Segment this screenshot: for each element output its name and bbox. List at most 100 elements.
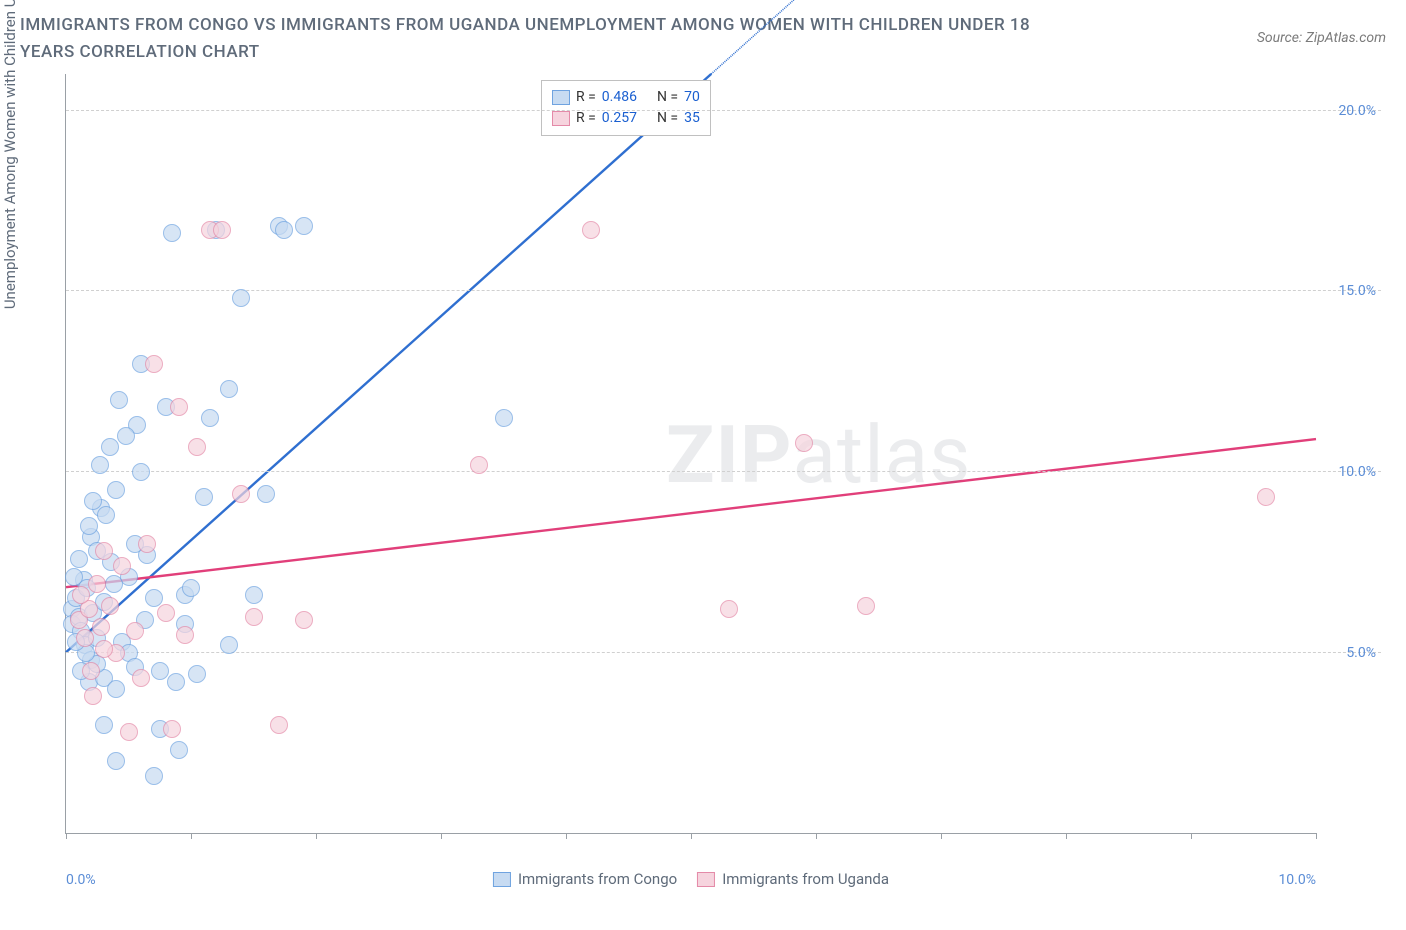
scatter-point xyxy=(82,662,100,680)
legend-swatch xyxy=(552,111,570,126)
chart-header: IMMIGRANTS FROM CONGO VS IMMIGRANTS FROM… xyxy=(0,0,1406,74)
series-name: Immigrants from Congo xyxy=(518,870,677,888)
scatter-point xyxy=(107,680,125,698)
gridline-y xyxy=(66,471,1381,472)
legend-swatch xyxy=(493,872,511,887)
plot-area: ZIPatlas R =0.486N =70R =0.257N =35 Immi… xyxy=(65,74,1316,834)
scatter-point xyxy=(92,618,110,636)
scatter-point xyxy=(72,586,90,604)
legend-n-value: 70 xyxy=(684,87,700,108)
scatter-point xyxy=(107,481,125,499)
gridline-y xyxy=(66,290,1381,291)
scatter-point xyxy=(795,434,813,452)
scatter-point xyxy=(720,600,738,618)
legend-n-label: N = xyxy=(657,108,678,129)
legend-n-value: 35 xyxy=(684,108,700,129)
x-tick xyxy=(316,833,317,839)
scatter-point xyxy=(188,438,206,456)
legend-swatch xyxy=(552,90,570,105)
scatter-point xyxy=(95,542,113,560)
scatter-point xyxy=(857,597,875,615)
scatter-point xyxy=(97,506,115,524)
scatter-point xyxy=(270,716,288,734)
scatter-point xyxy=(145,355,163,373)
x-tick-label: 10.0% xyxy=(1278,872,1316,888)
gridline-y xyxy=(66,110,1381,111)
y-tick-label: 10.0% xyxy=(1338,464,1376,480)
legend-swatch xyxy=(697,872,715,887)
y-tick-label: 15.0% xyxy=(1338,283,1376,299)
x-tick xyxy=(691,833,692,839)
correlation-legend: R = 0.486 N = 70 R = 0.257 N = 35 xyxy=(541,80,711,136)
scatter-point xyxy=(245,608,263,626)
scatter-point xyxy=(95,716,113,734)
scatter-point xyxy=(157,604,175,622)
scatter-point xyxy=(295,611,313,629)
x-tick xyxy=(566,833,567,839)
scatter-point xyxy=(91,456,109,474)
legend-row: R = 0.486 N = 70 xyxy=(552,87,700,108)
x-tick xyxy=(816,833,817,839)
legend-r-value: 0.257 xyxy=(602,108,637,129)
source-label: Source: ZipAtlas.com xyxy=(1257,30,1386,46)
scatter-point xyxy=(220,636,238,654)
scatter-point xyxy=(245,586,263,604)
x-tick-label: 0.0% xyxy=(66,872,96,888)
scatter-point xyxy=(1257,488,1275,506)
x-tick xyxy=(941,833,942,839)
scatter-point xyxy=(110,391,128,409)
scatter-point xyxy=(101,438,119,456)
watermark: ZIPatlas xyxy=(666,408,971,502)
scatter-point xyxy=(188,665,206,683)
legend-n-label: N = xyxy=(657,87,678,108)
chart-title: IMMIGRANTS FROM CONGO VS IMMIGRANTS FROM… xyxy=(20,12,1070,66)
scatter-point xyxy=(113,557,131,575)
x-tick xyxy=(1316,833,1317,839)
scatter-point xyxy=(120,723,138,741)
scatter-point xyxy=(232,485,250,503)
scatter-point xyxy=(220,380,238,398)
scatter-point xyxy=(201,409,219,427)
scatter-point xyxy=(145,767,163,785)
x-tick xyxy=(1066,833,1067,839)
scatter-point xyxy=(80,517,98,535)
watermark-light: atlas xyxy=(793,408,972,502)
legend-r-label: R = xyxy=(576,87,596,108)
scatter-point xyxy=(132,669,150,687)
y-tick-label: 5.0% xyxy=(1346,645,1376,661)
scatter-point xyxy=(257,485,275,503)
scatter-point xyxy=(195,488,213,506)
scatter-point xyxy=(170,398,188,416)
trend-lines xyxy=(66,74,1316,833)
scatter-point xyxy=(107,752,125,770)
series-legend: Immigrants from Congo Immigrants from Uga… xyxy=(493,870,889,888)
x-tick xyxy=(441,833,442,839)
scatter-point xyxy=(138,535,156,553)
y-tick-label: 20.0% xyxy=(1338,103,1376,119)
series-legend-item: Immigrants from Congo xyxy=(493,870,677,888)
scatter-point xyxy=(170,741,188,759)
scatter-point xyxy=(105,575,123,593)
gridline-y xyxy=(66,652,1381,653)
scatter-point xyxy=(132,463,150,481)
y-axis-label: Unemployment Among Women with Children U… xyxy=(1,0,19,309)
scatter-point xyxy=(65,568,83,586)
scatter-point xyxy=(163,224,181,242)
legend-r-value: 0.486 xyxy=(602,87,637,108)
scatter-point xyxy=(70,550,88,568)
scatter-point xyxy=(295,217,313,235)
scatter-point xyxy=(76,629,94,647)
scatter-point xyxy=(95,640,113,658)
legend-r-label: R = xyxy=(576,108,596,129)
scatter-point xyxy=(101,597,119,615)
scatter-point xyxy=(582,221,600,239)
scatter-point xyxy=(182,579,200,597)
watermark-bold: ZIP xyxy=(666,408,793,502)
x-tick xyxy=(191,833,192,839)
scatter-point xyxy=(470,456,488,474)
legend-row: R = 0.257 N = 35 xyxy=(552,108,700,129)
series-legend-item: Immigrants from Uganda xyxy=(697,870,889,888)
x-tick xyxy=(66,833,67,839)
scatter-point xyxy=(151,662,169,680)
scatter-point xyxy=(495,409,513,427)
